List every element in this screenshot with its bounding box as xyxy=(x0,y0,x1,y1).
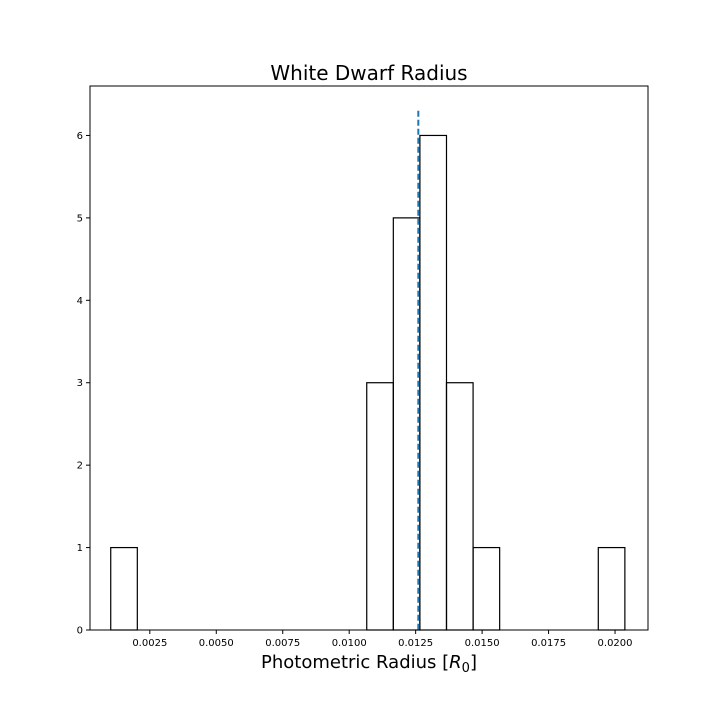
x-axis-ticks: 0.0025 0.0050 0.0075 0.0100 0.0125 0.0150 0.01… xyxy=(132,630,633,649)
x-tick-label: 0.0100 xyxy=(332,638,367,649)
x-axis-label-symbol: R xyxy=(449,652,462,673)
axes-frame xyxy=(89,85,649,631)
y-tick-label: 4 xyxy=(77,296,83,307)
x-tick-label: 0.0175 xyxy=(531,638,566,649)
x-tick-label: 0.0200 xyxy=(598,638,633,649)
x-tick-label: 0.0150 xyxy=(465,638,500,649)
chart-title: White Dwarf Radius xyxy=(270,61,467,85)
x-axis-label-text: Photometric Radius [ xyxy=(261,652,449,673)
y-tick-label: 3 xyxy=(77,378,83,389)
y-tick-label: 1 xyxy=(77,543,83,554)
y-tick-label: 5 xyxy=(77,213,83,224)
x-tick-label: 0.0125 xyxy=(398,638,433,649)
x-axis-label-close: ] xyxy=(470,652,477,673)
x-axis-label: Photometric Radius [R0] xyxy=(261,652,477,676)
x-tick-label: 0.0025 xyxy=(132,638,167,649)
y-tick-label: 6 xyxy=(77,131,83,142)
y-tick-label: 0 xyxy=(77,626,83,637)
y-axis-ticks: 0 1 2 3 4 5 6 xyxy=(77,131,90,637)
y-tick-label: 2 xyxy=(77,461,83,472)
x-axis-label-subscript: 0 xyxy=(462,661,470,676)
x-tick-label: 0.0075 xyxy=(265,638,300,649)
x-tick-label: 0.0050 xyxy=(199,638,234,649)
